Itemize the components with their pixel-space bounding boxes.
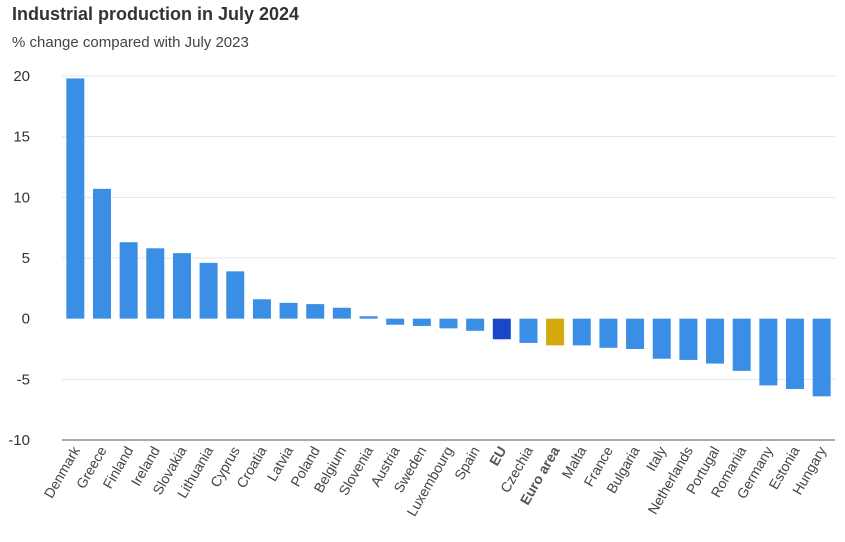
y-tick-label: 15: [13, 129, 30, 146]
bar-italy: [652, 318, 671, 359]
bar-ireland: [146, 248, 165, 319]
chart-title: Industrial production in July 2024: [12, 4, 300, 24]
bar-eu: [492, 318, 511, 340]
bar-slovakia: [172, 253, 191, 319]
x-tick-label: EU: [486, 443, 510, 468]
bar-estonia: [786, 318, 805, 390]
bar-malta: [572, 318, 591, 346]
y-tick-label: 10: [13, 189, 30, 206]
bar-slovenia: [359, 316, 378, 319]
bar-austria: [386, 318, 405, 325]
bar-poland: [306, 304, 325, 319]
bar-luxembourg: [439, 318, 458, 329]
bar-germany: [759, 318, 778, 386]
bar-bulgaria: [626, 318, 645, 349]
y-tick-label: 20: [13, 68, 30, 85]
x-axis-labels: DenmarkGreeceFinlandIrelandSlovakiaLithu…: [41, 443, 830, 519]
bar-sweden: [412, 318, 431, 326]
bar-greece: [92, 188, 111, 319]
bar-netherlands: [679, 318, 698, 360]
bar-romania: [732, 318, 751, 371]
x-tick-label: Italy: [643, 444, 670, 474]
bar-croatia: [252, 299, 271, 319]
bar-belgium: [332, 307, 351, 319]
bar-france: [599, 318, 618, 348]
y-tick-label: -10: [8, 432, 30, 449]
bar-lithuania: [199, 262, 218, 319]
chart-subtitle: % change compared with July 2023: [12, 34, 249, 51]
y-tick-label: -5: [17, 371, 30, 388]
bar-spain: [466, 318, 485, 331]
bar-denmark: [66, 78, 85, 319]
bar-latvia: [279, 302, 298, 319]
bar-hungary: [812, 318, 831, 397]
y-axis-ticks: 20 15 10 5 0 -5 -10: [8, 68, 30, 449]
y-tick-label: 5: [22, 250, 30, 267]
x-tick-label: Denmark: [41, 443, 84, 501]
bars: [66, 78, 831, 397]
y-tick-label: 0: [22, 311, 30, 328]
bar-finland: [119, 242, 138, 319]
bar-euro-area: [546, 318, 565, 346]
bar-portugal: [706, 318, 725, 364]
x-tick-label: Spain: [451, 443, 483, 482]
bar-czechia: [519, 318, 538, 343]
bar-cyprus: [226, 271, 245, 319]
